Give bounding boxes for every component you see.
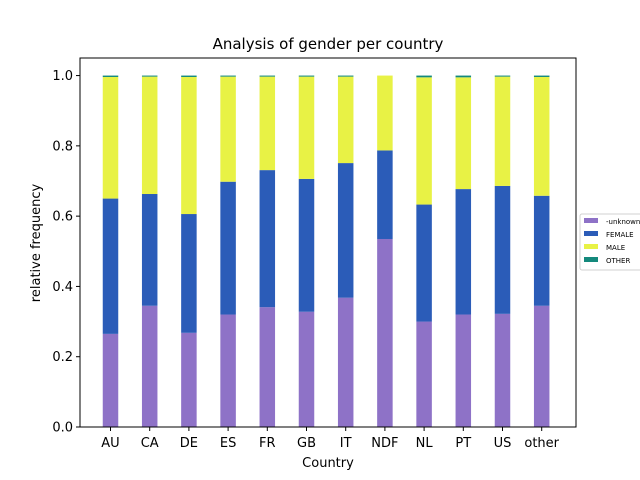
x-axis-ticks: AU CA DE ES FR GB IT NDF NL PT US other (101, 427, 560, 451)
legend-swatch (584, 218, 598, 223)
bar-it-series-2 (337, 76, 354, 164)
legend-label: OTHER (606, 257, 630, 265)
bar-pt-series-1 (455, 189, 472, 315)
legend-label: -unknown- (606, 218, 640, 226)
x-tick-label: CA (141, 436, 159, 451)
y-tick-label: 0.0 (52, 421, 73, 436)
bar-fr-series-3 (259, 75, 276, 77)
bar-gb-series-3 (298, 75, 315, 77)
x-axis-label: Country (302, 456, 354, 471)
bar-ndf-series-2 (377, 75, 393, 151)
bar-nl-series-2 (416, 77, 432, 205)
y-axis-label: relative frequency (29, 184, 44, 303)
x-tick-label: NDF (371, 436, 398, 451)
bar-nl-series-0 (416, 321, 432, 427)
x-tick-label: DE (180, 436, 198, 451)
legend-swatch (584, 231, 598, 236)
bar-us-series-3 (494, 75, 511, 77)
legend-label: FEMALE (606, 231, 634, 239)
bar-es-series-2 (220, 76, 236, 182)
bar-fr-series-1 (259, 170, 276, 308)
bar-de-series-2 (181, 76, 197, 215)
legend-frame (579, 213, 640, 271)
bar-gb-series-2 (298, 76, 315, 179)
plot-frame (79, 57, 577, 428)
bar-us-series-2 (494, 76, 511, 186)
bar-gb-series-0 (298, 311, 315, 427)
bar-other-series-0 (533, 305, 550, 427)
bar-es-series-1 (220, 181, 236, 315)
bar-au-series-0 (102, 333, 119, 427)
bar-au-series-2 (102, 76, 119, 199)
bar-ca-series-0 (141, 305, 158, 427)
bar-it-series-0 (337, 297, 354, 427)
chart-title: Analysis of gender per country (213, 35, 444, 53)
x-tick-label: other (524, 436, 559, 451)
bar-ca-series-3 (141, 75, 158, 77)
bar-other-series-2 (533, 76, 550, 196)
y-tick-label: 0.2 (52, 350, 73, 365)
bars-group (102, 75, 550, 427)
bar-fr-series-2 (259, 76, 276, 171)
x-tick-label: PT (455, 436, 471, 451)
y-tick-label: 0.4 (52, 280, 73, 295)
bar-other-series-1 (533, 195, 550, 306)
bar-ndf-series-1 (377, 150, 393, 239)
bar-au-series-1 (102, 198, 119, 334)
bar-other-series-3 (533, 75, 550, 77)
y-axis-ticks: 0.0 0.2 0.4 0.6 0.8 1.0 (52, 69, 80, 436)
y-tick-label: 0.6 (52, 210, 73, 225)
bar-it-series-1 (337, 163, 354, 298)
bar-de-series-1 (181, 214, 197, 333)
bar-pt-series-3 (455, 75, 472, 78)
bar-es-series-0 (220, 314, 236, 427)
x-tick-label: AU (101, 436, 119, 451)
x-tick-label: NL (416, 436, 434, 451)
y-tick-label: 1.0 (52, 69, 73, 84)
bar-pt-series-2 (455, 77, 472, 190)
x-tick-label: US (494, 436, 512, 451)
bar-de-series-3 (181, 75, 197, 77)
bar-es-series-3 (220, 75, 236, 77)
x-tick-label: ES (220, 436, 236, 451)
bar-ca-series-2 (141, 76, 158, 195)
bar-ndf-series-0 (377, 238, 393, 427)
y-tick-label: 0.8 (52, 139, 73, 154)
bar-gb-series-1 (298, 178, 315, 312)
bar-pt-series-0 (455, 314, 472, 427)
bar-nl-series-3 (416, 75, 432, 78)
x-tick-label: FR (259, 436, 276, 451)
bar-au-series-3 (102, 75, 119, 77)
bar-fr-series-0 (259, 307, 276, 427)
bar-ca-series-1 (141, 194, 158, 306)
x-tick-label: GB (297, 436, 316, 451)
legend: -unknown- FEMALE MALE OTHER (579, 213, 640, 271)
bar-nl-series-1 (416, 204, 432, 322)
bar-it-series-3 (337, 75, 354, 77)
bar-us-series-1 (494, 185, 511, 314)
legend-swatch (584, 257, 598, 262)
bar-de-series-0 (181, 332, 197, 427)
x-tick-label: IT (340, 436, 352, 451)
legend-swatch (584, 244, 598, 249)
bar-us-series-0 (494, 313, 511, 427)
legend-label: MALE (606, 244, 625, 252)
